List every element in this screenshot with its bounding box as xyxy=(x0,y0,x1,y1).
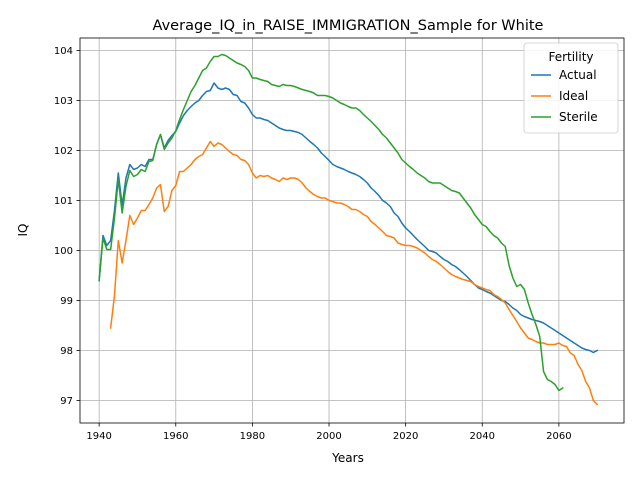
legend-items: Actual Ideal Sterile xyxy=(531,68,598,124)
x-tick-label: 1980 xyxy=(240,431,265,442)
chart-title: Average_IQ_in_RAISE_IMMIGRATION_Sample f… xyxy=(153,18,544,34)
y-tick-label: 100 xyxy=(54,246,73,257)
legend-label-sterile: Sterile xyxy=(559,110,598,124)
plot-frame xyxy=(79,37,625,424)
y-tick-label: 98 xyxy=(60,346,73,357)
series-lines xyxy=(98,53,599,406)
x-tick-label: 1960 xyxy=(163,431,188,442)
axis-ticks: 1940 1960 1980 2000 2020 2040 2060 97 98 99 100 101… xyxy=(54,46,572,442)
legend-title: Fertility xyxy=(548,50,593,64)
x-axis-label: Years xyxy=(331,451,364,465)
legend-box xyxy=(523,42,619,134)
series-line-ideal xyxy=(109,140,599,406)
x-tick-label: 2060 xyxy=(546,431,571,442)
x-tick-label: 2040 xyxy=(470,431,495,442)
x-tick-label: 2000 xyxy=(316,431,341,442)
y-tick-label: 103 xyxy=(54,96,73,107)
y-tick-label: 101 xyxy=(54,196,73,207)
y-tick-label: 97 xyxy=(60,396,73,407)
series-line-actual xyxy=(98,82,599,354)
x-tick-label: 1940 xyxy=(86,431,111,442)
legend-label-ideal: Ideal xyxy=(559,89,588,103)
series-line-sterile xyxy=(98,53,564,392)
y-tick-label: 99 xyxy=(60,296,73,307)
y-axis-label: IQ xyxy=(16,224,30,237)
y-tick-label: 104 xyxy=(54,46,73,57)
legend: Fertility Actual Ideal Sterile xyxy=(523,42,619,134)
legend-label-actual: Actual xyxy=(559,68,597,82)
x-tick-label: 2020 xyxy=(393,431,418,442)
y-tick-label: 102 xyxy=(54,146,73,157)
